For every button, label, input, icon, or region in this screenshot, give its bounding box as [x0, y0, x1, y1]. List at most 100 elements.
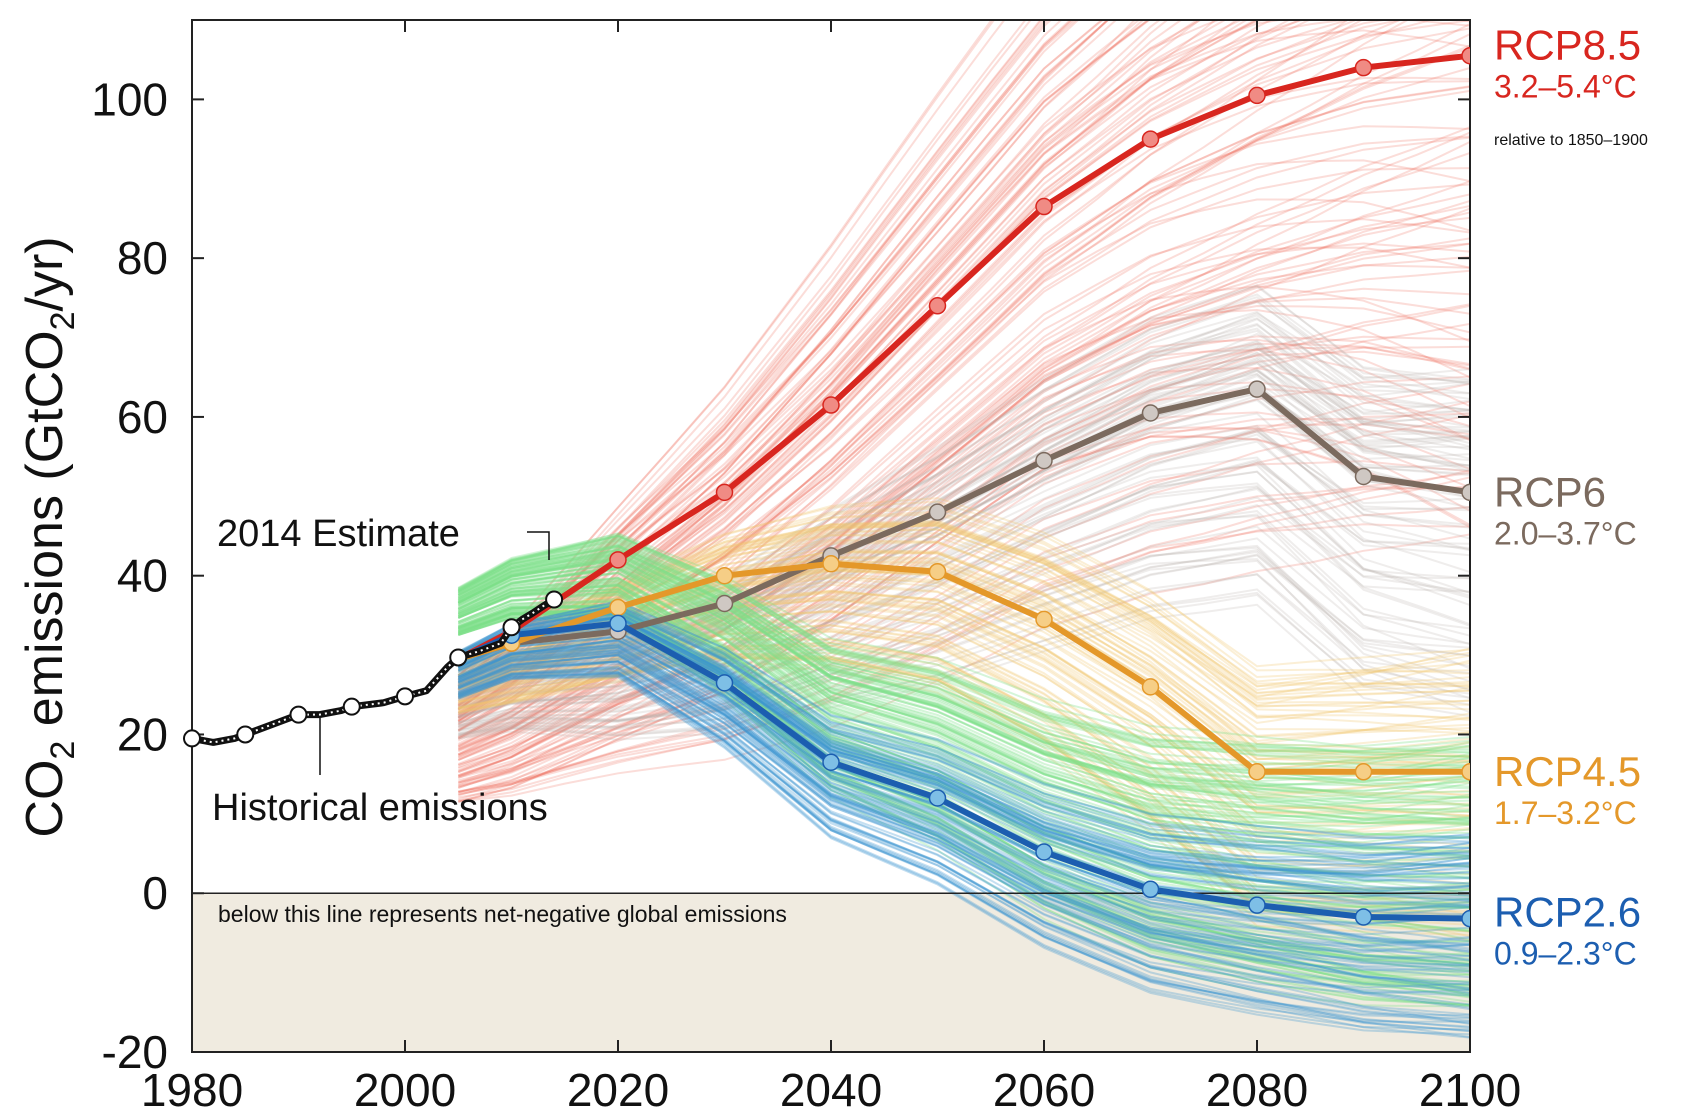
scenario-trajectory [457, 672, 1470, 1033]
scenario-trajectory [457, 500, 1470, 668]
scenario-trajectory [458, 461, 1470, 708]
scenario-trajectory [457, 616, 1470, 885]
scenario-trajectory [457, 159, 1470, 748]
scenario-trajectory [457, 610, 1470, 977]
scenario-trajectory [457, 614, 1470, 870]
scenario-trajectory [458, 554, 1470, 729]
scenario-trajectory [457, 550, 1470, 757]
scenario-trajectory [457, 386, 1470, 696]
scenario-trajectory [457, 20, 1078, 699]
scenario-trajectory [458, 618, 1470, 839]
scenario-trajectory [457, 555, 1470, 823]
series-point [609, 551, 627, 569]
scenario-trajectory [457, 604, 1470, 960]
scenario-trajectory [457, 554, 1470, 822]
scenario-trajectory [457, 20, 1043, 691]
scenario-trajectory [457, 540, 1470, 720]
scenario-trajectory [457, 653, 1470, 994]
scenario-trajectory [457, 183, 1470, 748]
x-tick-label: 2040 [780, 1064, 882, 1116]
scenario-trajectory [458, 470, 1470, 718]
series-point [928, 562, 947, 581]
scenario-trajectory [457, 638, 1470, 953]
scenario-trajectory [457, 89, 1470, 733]
scenario-trajectory [458, 400, 1470, 782]
scenario-trajectory [457, 362, 1470, 695]
scenario-trajectory [457, 650, 1470, 966]
scenario-trajectory [457, 343, 1470, 694]
scenario-trajectory [458, 429, 1470, 706]
scenario-trajectory [457, 20, 1222, 719]
scenario-trajectory [457, 339, 1470, 688]
scenario-trajectory [457, 534, 1470, 754]
scenario-trajectory [457, 287, 1470, 765]
scenario-trajectory [457, 553, 1470, 809]
scenario-trajectory [457, 322, 1470, 688]
scenario-trajectory [457, 20, 996, 677]
scenario-trajectory [457, 297, 1470, 769]
scenario-trajectory [457, 20, 1249, 706]
scenario-trajectory [458, 515, 1470, 732]
scenario-trajectory [458, 525, 1470, 724]
scenario-trajectory [458, 610, 1470, 830]
scenario-trajectory [457, 180, 1470, 747]
scenario-trajectory [457, 293, 1470, 680]
scenario-trajectory [457, 547, 1470, 725]
scenario-trajectory [457, 20, 1104, 702]
scenario-trajectory [457, 571, 1470, 880]
scenario-trajectory [457, 612, 1470, 998]
scenario-trajectory [457, 20, 1217, 690]
scenario-trajectory [457, 20, 1105, 705]
scenario-trajectory [457, 20, 1050, 696]
series-point [609, 614, 627, 633]
scenario-trajectory [457, 638, 1470, 952]
scenario-trajectory [457, 524, 1470, 691]
scenario-trajectory [458, 597, 1470, 814]
scenario-trajectory [458, 627, 1470, 885]
scenario-trajectory [457, 537, 1470, 762]
scenario-trajectory [457, 216, 1470, 753]
historical-point [236, 725, 255, 744]
scenario-trajectory [457, 372, 1470, 701]
x-tick-label: 2080 [1206, 1064, 1308, 1116]
scenario-trajectory [457, 557, 1470, 826]
scenario-trajectory [458, 573, 1470, 732]
scenario-trajectory [458, 414, 1470, 784]
scenario-trajectory [457, 167, 1470, 745]
scenario-trajectory [457, 613, 1470, 1003]
scenario-trajectory [457, 141, 1470, 740]
scenario-trajectory [457, 604, 1470, 968]
scenario-trajectory [457, 534, 1470, 752]
series-point [715, 566, 734, 585]
scenario-trajectory [458, 510, 1470, 726]
scenario-trajectory [458, 375, 1470, 778]
scenario-trajectory [457, 615, 1470, 877]
scenario-trajectory [457, 607, 1470, 855]
scenario-trajectory [457, 651, 1470, 979]
scenario-trajectory [457, 582, 1470, 893]
scenario-trajectory [457, 576, 1470, 877]
scenario-trajectory [458, 505, 1470, 799]
scenario-trajectory [457, 540, 1470, 771]
scenario-trajectory [457, 582, 1470, 891]
scenario-trajectory [457, 20, 1239, 700]
scenario-trajectory [457, 20, 1244, 714]
scenario-trajectory [458, 496, 1470, 715]
scenario-trajectory [457, 211, 1470, 752]
scenario-trajectory [457, 612, 1470, 987]
scenario-trajectory [457, 412, 1470, 708]
scenario-trajectory [457, 605, 1470, 973]
scenario-trajectory [457, 544, 1470, 782]
scenario-trajectory [458, 437, 1470, 714]
scenario-trajectory [457, 33, 1470, 723]
scenario-series [456, 46, 1470, 928]
scenario-trajectory [457, 609, 1470, 976]
x-tick-label: 2100 [1419, 1064, 1521, 1116]
scenario-trajectory [457, 20, 1390, 719]
series-point [822, 753, 840, 771]
series-range-label: 1.7–3.2°C [1494, 795, 1637, 831]
scenario-trajectory [457, 671, 1470, 1029]
estimate-annotation: 2014 Estimate [217, 513, 460, 555]
scenario-trajectory [458, 550, 1470, 731]
